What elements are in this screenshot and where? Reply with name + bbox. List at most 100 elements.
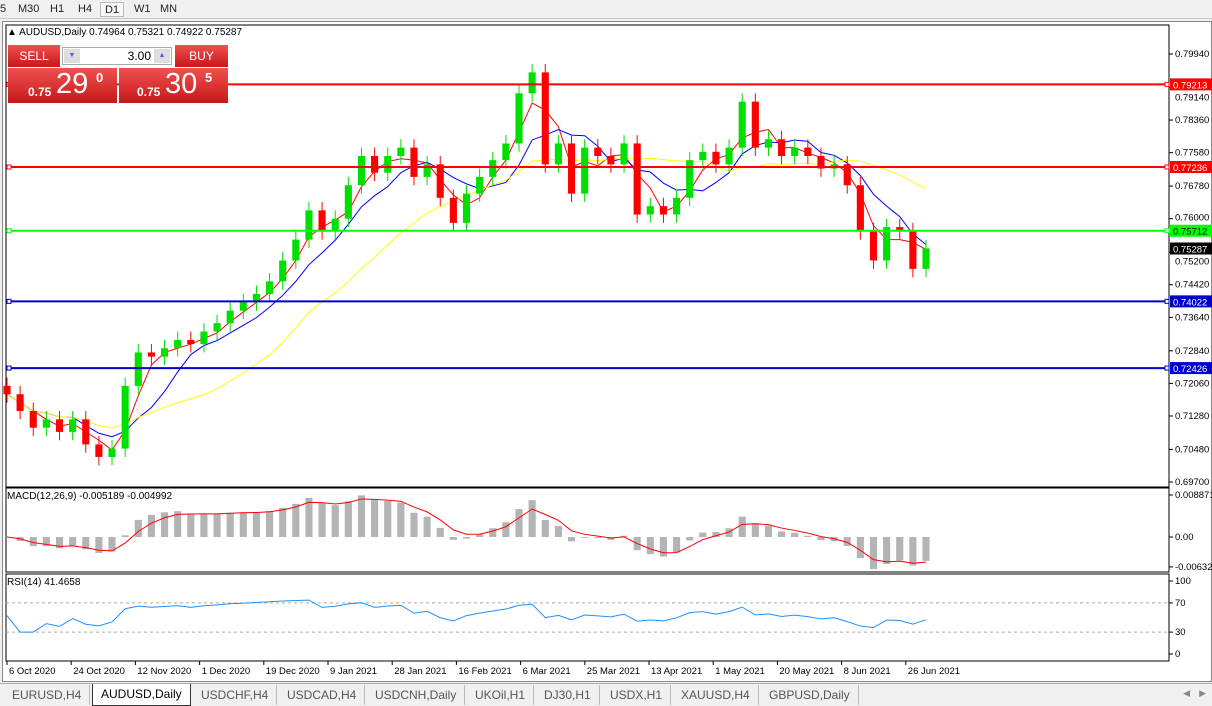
ohlc-line: AUDUSD,Daily 0.74964 0.75321 0.74922 0.7…: [19, 27, 243, 38]
line-handle: [6, 164, 12, 170]
macd-histogram-bar: [909, 537, 917, 566]
macd-histogram-bar: [187, 513, 195, 537]
macd-histogram-bar: [29, 537, 37, 547]
macd-histogram-bar: [42, 537, 50, 547]
macd-histogram-bar: [922, 537, 930, 561]
macd-histogram-bar: [95, 537, 103, 553]
sell-price-button[interactable]: 0.75 29 0: [8, 68, 117, 103]
candle-body: [371, 155, 379, 173]
macd-histogram-bar: [213, 513, 221, 537]
macd-histogram-bar: [712, 531, 720, 537]
macd-tick-label: 0.008871: [1175, 490, 1212, 501]
timeframe-M30[interactable]: M30: [18, 3, 40, 15]
timeframe-5[interactable]: 5: [0, 3, 7, 15]
candle-body: [436, 164, 444, 198]
sell-price-big: 29: [56, 68, 89, 100]
timeframe-H1[interactable]: H1: [50, 3, 65, 15]
macd-histogram-bar: [567, 537, 576, 542]
candle-body: [883, 227, 891, 261]
sell-button[interactable]: SELL: [8, 45, 60, 67]
date-tick-label: 20 May 2021: [779, 666, 834, 677]
date-tick-label: 12 Nov 2020: [137, 666, 191, 677]
tab-dj30-h1[interactable]: DJ30,H1: [536, 685, 600, 705]
macd-histogram-bar: [541, 519, 549, 537]
candle-body: [279, 260, 287, 282]
price-tick-label: 0.76000: [1175, 213, 1209, 224]
tab-xauusd-h4[interactable]: XAUUSD,H4: [673, 685, 759, 705]
tab-scroll-right-icon[interactable]: ▶: [1199, 688, 1206, 698]
tab-usdcad-h4[interactable]: USDCAD,H4: [279, 685, 366, 705]
price-label-box: [1170, 295, 1212, 308]
macd-histogram-bar: [397, 502, 405, 537]
macd-histogram-bar: [174, 511, 182, 537]
candle-body: [856, 185, 864, 232]
timeframe-D1[interactable]: D1: [100, 2, 125, 17]
candle-body: [344, 185, 352, 219]
candle-body: [528, 72, 536, 94]
lot-decrease-button[interactable]: ▼: [64, 49, 80, 63]
candle-body: [331, 218, 339, 232]
tab-scroll-left-icon[interactable]: ◀: [1183, 688, 1190, 698]
candle-body: [423, 164, 431, 177]
macd-histogram-bar: [856, 537, 864, 559]
macd-title: MACD(12,26,9) -0.005189 -0.004992: [7, 491, 173, 502]
candle-body: [659, 206, 667, 215]
candle-body: [95, 444, 103, 457]
timeframe-MN[interactable]: MN: [160, 3, 178, 15]
macd-histogram-bar: [502, 522, 510, 537]
macd-histogram-bar: [82, 537, 90, 550]
chart-window[interactable]: 0.79940 0.79140 0.78360 0.77580 0.76780 0.760…: [2, 21, 1212, 682]
tab-audusd-daily[interactable]: AUDUSD,Daily: [92, 684, 191, 706]
chart-canvas[interactable]: 0.79940 0.79140 0.78360 0.77580 0.76780 0.760…: [3, 22, 1212, 683]
rsi-tick-label: 70: [1175, 598, 1186, 609]
candle-body: [357, 155, 366, 186]
tab-usdx-h1[interactable]: USDX,H1: [602, 685, 672, 705]
price-label-box: [1170, 161, 1212, 174]
macd-histogram-bar: [423, 516, 431, 537]
candle-body: [567, 143, 576, 194]
tab-usdcnh-daily[interactable]: USDCNH,Daily: [367, 685, 466, 705]
candle-body: [187, 339, 195, 345]
candle-body: [121, 385, 129, 449]
candle-body: [266, 281, 274, 294]
lot-size-field[interactable]: ▼ 3.00 ▲: [62, 47, 172, 65]
macd-histogram-bar: [594, 537, 602, 538]
price-tick-label: 0.79140: [1175, 92, 1209, 103]
lot-increase-button[interactable]: ▲: [154, 49, 170, 63]
one-click-trade-panel: SELL ▼ 3.00 ▲ BUY 0.75 29 0 0.75 30 5: [8, 45, 228, 103]
candle-body: [134, 352, 142, 386]
candle-body: [292, 239, 300, 261]
tab-ukoil-h1[interactable]: UKOil,H1: [467, 685, 535, 705]
date-tick-label: 6 Oct 2020: [9, 666, 55, 677]
price-label: 0.79213: [1173, 80, 1207, 91]
candle-body: [174, 339, 182, 349]
tab-gbpusd-daily[interactable]: GBPUSD,Daily: [761, 685, 859, 705]
candle-body: [515, 93, 523, 144]
lot-value[interactable]: 3.00: [127, 49, 151, 63]
timeframe-toolbar: 5 M30 H1 H4 D1 W1 MN: [0, 0, 1212, 19]
macd-histogram-bar: [462, 537, 471, 539]
candle-body: [843, 164, 851, 186]
line-handle: [6, 298, 12, 304]
macd-histogram-bar: [725, 528, 733, 537]
timeframe-W1[interactable]: W1: [134, 3, 151, 15]
macd-histogram-bar: [266, 511, 274, 537]
line-handle: [1164, 365, 1170, 371]
candle-body: [738, 101, 746, 148]
macd-histogram-bar: [843, 537, 851, 546]
macd-histogram-bar: [108, 537, 116, 552]
tab-usdchf-h4[interactable]: USDCHF,H4: [193, 685, 278, 705]
buy-button[interactable]: BUY: [175, 45, 228, 67]
buy-price-point: 5: [205, 70, 213, 85]
candle-body: [594, 147, 602, 156]
candle-body: [607, 155, 615, 165]
macd-histogram-bar: [476, 533, 484, 537]
line-handle: [1164, 164, 1170, 170]
timeframe-H4[interactable]: H4: [78, 3, 93, 15]
price-label-box: [1170, 362, 1212, 375]
price-label: 0.77236: [1173, 163, 1207, 174]
buy-price-button[interactable]: 0.75 30 5: [119, 68, 228, 103]
candle-body: [476, 176, 484, 194]
tab-eurusd-h4[interactable]: EURUSD,H4: [4, 685, 91, 705]
candle-body: [397, 147, 405, 156]
